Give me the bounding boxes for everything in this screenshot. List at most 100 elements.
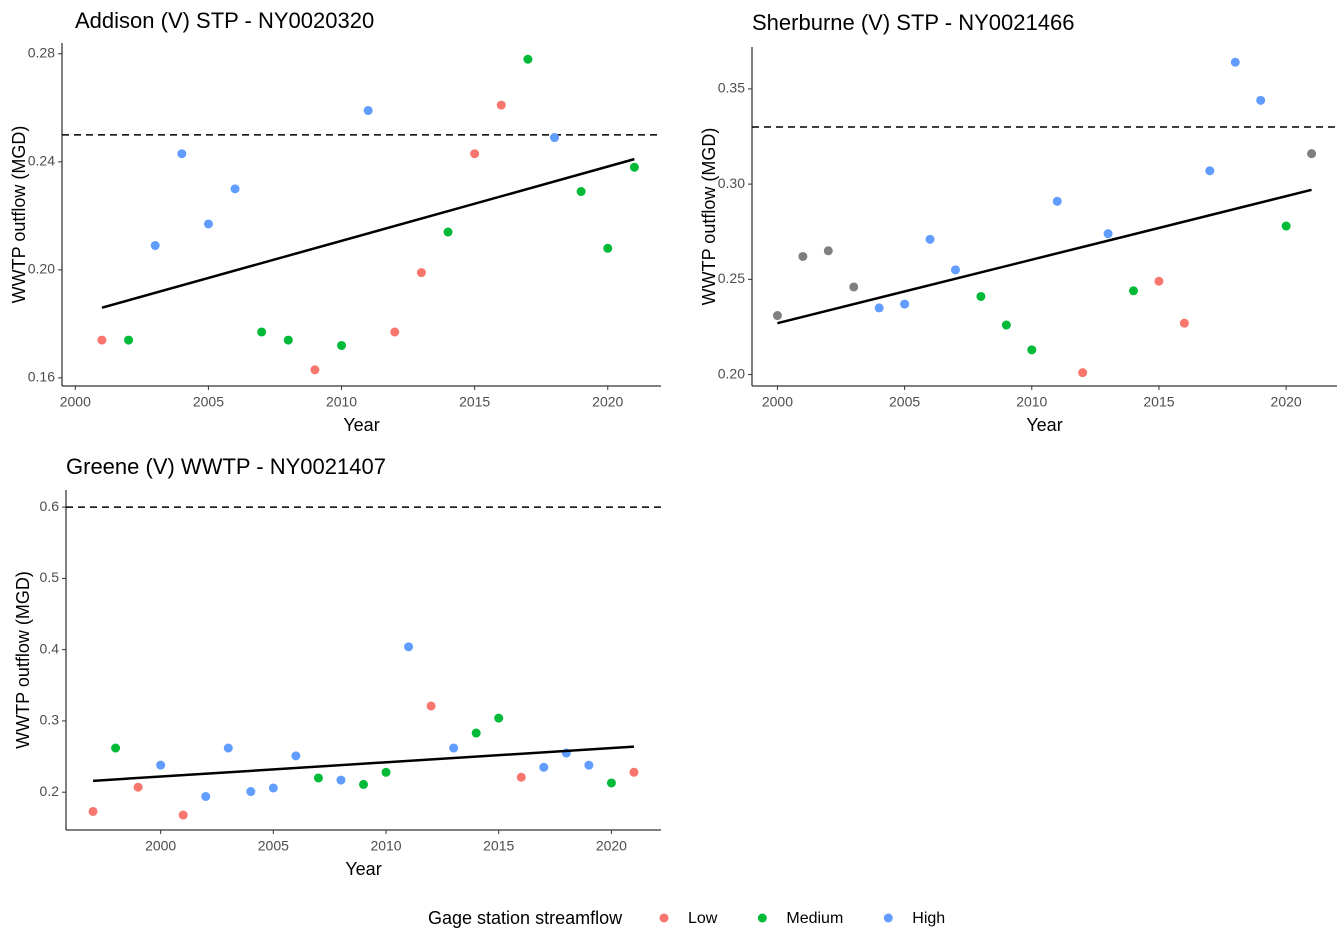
point bbox=[363, 106, 373, 116]
point bbox=[230, 184, 240, 194]
legend-swatch bbox=[757, 913, 767, 923]
x-axis-title: Year bbox=[343, 415, 379, 435]
point bbox=[443, 227, 453, 237]
point bbox=[1230, 57, 1240, 67]
x-tick-label: 2005 bbox=[258, 838, 289, 854]
point bbox=[629, 162, 639, 172]
y-tick-label: 0.24 bbox=[28, 153, 55, 169]
x-tick-label: 2015 bbox=[1143, 394, 1174, 410]
point bbox=[849, 282, 859, 292]
point bbox=[550, 133, 560, 143]
point bbox=[950, 265, 960, 275]
x-tick-label: 2010 bbox=[1016, 394, 1047, 410]
x-tick-label: 2000 bbox=[60, 394, 91, 410]
y-tick-label: 0.16 bbox=[28, 369, 55, 385]
point bbox=[1205, 166, 1215, 176]
y-tick-label: 0.35 bbox=[718, 80, 745, 96]
point bbox=[584, 760, 594, 770]
point bbox=[257, 327, 267, 337]
trend-line bbox=[777, 188, 1312, 325]
x-tick-label: 2005 bbox=[889, 394, 920, 410]
x-tick-label: 2000 bbox=[762, 394, 793, 410]
point bbox=[426, 701, 436, 711]
point bbox=[156, 760, 166, 770]
y-axis-title: WWTP outflow (MGD) bbox=[13, 571, 33, 749]
point bbox=[1179, 318, 1189, 328]
legend-label: High bbox=[912, 910, 945, 927]
y-axis-title: WWTP outflow (MGD) bbox=[9, 126, 29, 304]
point bbox=[313, 773, 323, 783]
point bbox=[1154, 276, 1164, 286]
point bbox=[291, 751, 301, 761]
point bbox=[310, 365, 320, 375]
point bbox=[576, 187, 586, 197]
point bbox=[223, 743, 233, 753]
x-tick-label: 2015 bbox=[483, 838, 514, 854]
point bbox=[539, 762, 549, 772]
chart-title: Sherburne (V) STP - NY0021466 bbox=[752, 10, 1074, 35]
point bbox=[976, 291, 986, 301]
y-tick-label: 0.30 bbox=[718, 175, 745, 191]
point bbox=[772, 311, 782, 321]
point bbox=[416, 268, 426, 278]
chart-title: Addison (V) STP - NY0020320 bbox=[75, 8, 374, 33]
x-tick-label: 2005 bbox=[193, 394, 224, 410]
point bbox=[900, 299, 910, 309]
point bbox=[496, 100, 506, 110]
legend-title: Gage station streamflow bbox=[428, 908, 623, 928]
y-tick-label: 0.20 bbox=[718, 365, 745, 381]
point bbox=[629, 767, 639, 777]
point bbox=[1078, 368, 1088, 378]
point bbox=[1281, 221, 1291, 231]
y-tick-label: 0.5 bbox=[40, 569, 60, 585]
chart-title: Greene (V) WWTP - NY0021407 bbox=[66, 454, 386, 479]
x-axis-title: Year bbox=[1026, 415, 1062, 435]
point bbox=[178, 810, 188, 820]
point bbox=[133, 782, 143, 792]
point bbox=[925, 234, 935, 244]
y-tick-label: 0.28 bbox=[28, 45, 55, 61]
point bbox=[390, 327, 400, 337]
point bbox=[798, 251, 808, 261]
point bbox=[823, 246, 833, 256]
trend-line bbox=[101, 157, 635, 309]
point bbox=[1052, 196, 1062, 206]
point bbox=[177, 149, 187, 159]
point bbox=[449, 743, 459, 753]
point bbox=[88, 806, 98, 816]
point bbox=[523, 54, 533, 64]
point bbox=[516, 772, 526, 782]
y-tick-label: 0.2 bbox=[40, 783, 60, 799]
legend-label: Medium bbox=[786, 910, 843, 927]
x-axis-title: Year bbox=[345, 859, 381, 879]
point bbox=[97, 335, 107, 345]
point bbox=[124, 335, 134, 345]
y-tick-label: 0.20 bbox=[28, 261, 55, 277]
point bbox=[201, 791, 211, 801]
point bbox=[470, 149, 480, 159]
point bbox=[1307, 149, 1317, 159]
point bbox=[874, 303, 884, 313]
x-tick-label: 2010 bbox=[326, 394, 357, 410]
point bbox=[150, 241, 160, 251]
point bbox=[494, 713, 504, 723]
x-tick-label: 2020 bbox=[592, 394, 623, 410]
point bbox=[603, 243, 613, 253]
point bbox=[359, 779, 368, 789]
legend-swatch bbox=[659, 913, 669, 923]
y-tick-label: 0.6 bbox=[40, 498, 60, 514]
x-tick-label: 2015 bbox=[459, 394, 490, 410]
point bbox=[606, 778, 616, 788]
x-tick-label: 2020 bbox=[596, 838, 627, 854]
legend-label: Low bbox=[688, 910, 718, 927]
x-tick-label: 2000 bbox=[145, 838, 176, 854]
trend-line bbox=[92, 745, 635, 783]
legend-swatch bbox=[883, 913, 893, 923]
point bbox=[404, 642, 414, 652]
point bbox=[1103, 229, 1113, 239]
point bbox=[283, 335, 293, 345]
point bbox=[1256, 95, 1266, 105]
x-tick-label: 2010 bbox=[370, 838, 401, 854]
y-tick-label: 0.4 bbox=[40, 640, 60, 656]
